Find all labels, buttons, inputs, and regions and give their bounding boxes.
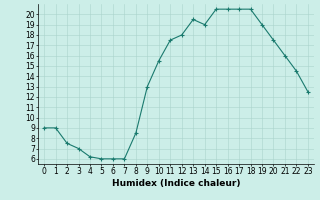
X-axis label: Humidex (Indice chaleur): Humidex (Indice chaleur) (112, 179, 240, 188)
